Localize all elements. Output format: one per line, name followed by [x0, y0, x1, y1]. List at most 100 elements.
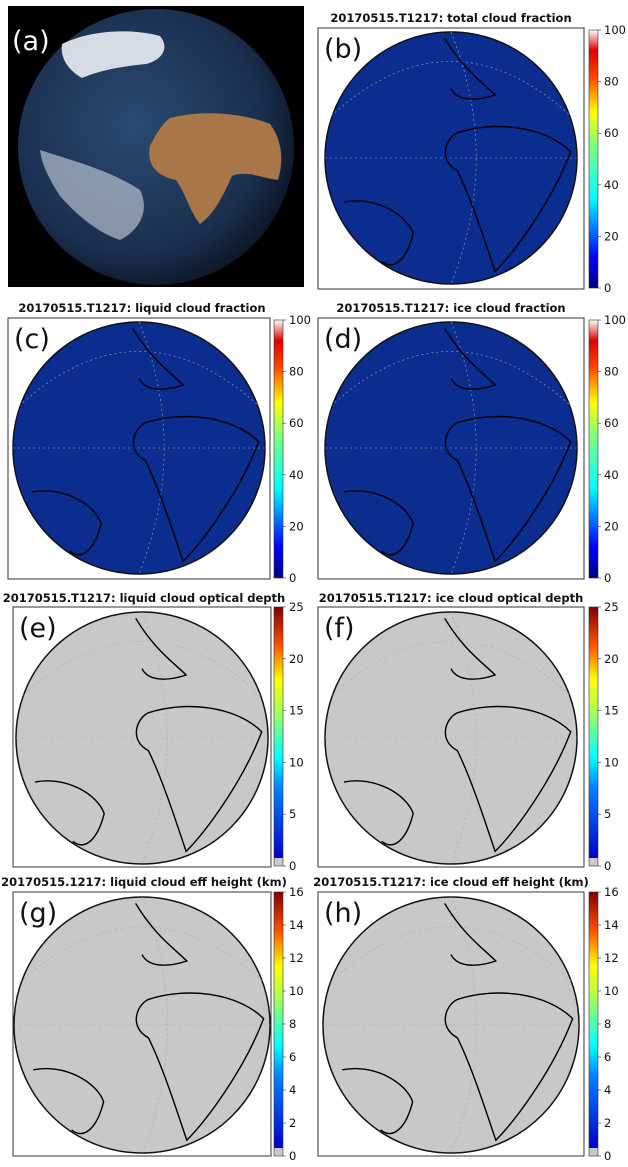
coastline-africa [135, 992, 265, 1142]
colorbar-tick-label: 15 [289, 704, 304, 718]
panel-title: 20170515.1217: liquid cloud eff height (… [1, 875, 287, 889]
colorbar [273, 319, 284, 579]
tropical-cloud-band [40, 150, 144, 240]
coastline-africa [444, 992, 574, 1142]
colorbar-tick-label: 20 [289, 652, 304, 666]
coastline-europe [444, 617, 497, 680]
colorbar-tick-label: 2 [289, 1116, 296, 1130]
colorbar-tick-label: 100 [604, 313, 626, 327]
map-panel: 20170515.T1217: liquid cloud optical dep… [3, 591, 304, 873]
coastline-south-america [343, 200, 414, 266]
coastline-europe [443, 903, 498, 966]
colorbar-tick-label: 14 [289, 918, 304, 932]
colorbar-tick-label: 20 [289, 519, 304, 533]
panel-label: (g) [19, 898, 57, 929]
panel-title: 20170515.T1217: ice cloud fraction [336, 301, 565, 315]
map-panel: 20170515.T1217: liquid cloud fraction (c)… [7, 301, 311, 585]
colorbar [588, 606, 599, 867]
colorbar [588, 891, 599, 1157]
colorbar-tick-label: 0 [289, 1149, 296, 1163]
colorbar-tick-label: 16 [604, 885, 619, 899]
graticule-line [141, 896, 168, 1154]
coastline-europe [444, 37, 497, 100]
colorbar-tick-label: 0 [604, 281, 611, 295]
colorbar [588, 319, 599, 579]
graticule-line [330, 641, 572, 697]
colorbar-tick-label: 0 [289, 571, 296, 585]
colorbar [273, 891, 284, 1157]
panel-title: 20170515.T1217: liquid cloud fraction [18, 301, 265, 315]
colorbar-tick-label: 25 [604, 600, 619, 614]
panel-title: 20170515.T1217: ice cloud eff height (km… [313, 875, 589, 889]
colorbar-tick-label: 80 [604, 75, 619, 89]
coastline-south-america [33, 1067, 105, 1135]
graticule-line [330, 61, 572, 117]
colorbar-tick-label: 8 [604, 1017, 611, 1031]
map-panel: 20170515.1217: liquid cloud eff height (… [1, 875, 303, 1163]
colorbar-tick-label: 100 [289, 313, 311, 327]
earth-disk [13, 896, 271, 1154]
coastline-south-america [34, 780, 105, 846]
map-panel: 20170515.T1217: total cloud fraction (b) 0… [317, 11, 626, 295]
colorbar-tick-label: 20 [604, 229, 619, 243]
colorbar [273, 606, 284, 867]
panel-title: 20170515.T1217: total cloud fraction [330, 11, 571, 25]
colorbar-tick-label: 0 [289, 859, 296, 873]
colorbar-tick-label: 100 [604, 23, 626, 37]
colorbar-tick-label: 10 [289, 984, 304, 998]
colorbar-tick-label: 20 [604, 519, 619, 533]
colorbar-tick-label: 2 [604, 1116, 611, 1130]
colorbar-tick-label: 15 [604, 704, 619, 718]
panel-label: (e) [19, 613, 57, 644]
colorbar-tick-label: 6 [604, 1050, 611, 1064]
colorbar-tick-label: 40 [604, 178, 619, 192]
colorbar-tick-label: 14 [604, 918, 619, 932]
colorbar-tick-label: 10 [289, 755, 304, 769]
colorbar-tick-label: 4 [604, 1083, 611, 1097]
coastline-south-america [343, 490, 414, 556]
coastline-africa [444, 705, 572, 853]
earth-disk [322, 896, 580, 1154]
panel-label: (d) [324, 324, 362, 355]
colorbar [588, 29, 599, 289]
colorbar-tick-label: 8 [289, 1017, 296, 1031]
coastline-africa [444, 125, 572, 273]
colorbar-tick-label: 20 [604, 652, 619, 666]
graticule-line [18, 351, 260, 407]
colorbar-tick-label: 0 [604, 571, 611, 585]
colorbar-tick-label: 80 [289, 365, 304, 379]
colorbar-tick-label: 0 [604, 1149, 611, 1163]
africa-landmass [149, 113, 282, 224]
coastline-europe [444, 327, 497, 390]
colorbar-tick-label: 10 [604, 984, 619, 998]
panel-label: (f) [324, 613, 355, 644]
coastline-africa [132, 415, 260, 563]
panel-label: (h) [324, 898, 362, 929]
photo-panel: (a) [8, 6, 304, 287]
coastline-south-america [343, 780, 414, 846]
colorbar-tick-label: 5 [289, 807, 296, 821]
colorbar-tick-label: 16 [289, 885, 304, 899]
colorbar-tick-label: 12 [604, 951, 619, 965]
coastline-south-america [31, 490, 102, 556]
coastline-africa [135, 705, 263, 853]
panel-label: (c) [14, 324, 50, 355]
panel-title: 20170515.T1217: liquid cloud optical dep… [3, 591, 285, 605]
panel-label-a: (a) [12, 26, 50, 57]
coastline-south-america [342, 1067, 414, 1135]
graticule-line [328, 926, 574, 983]
coastline-europe [135, 617, 188, 680]
colorbar-tick-label: 5 [604, 807, 611, 821]
colorbar-tick-label: 80 [604, 365, 619, 379]
panel-label: (b) [324, 34, 362, 65]
colorbar-tick-label: 10 [604, 755, 619, 769]
colorbar-tick-label: 6 [289, 1050, 296, 1064]
coastline-europe [132, 327, 185, 390]
northern-cloud-band [61, 31, 165, 78]
colorbar-tick-label: 60 [289, 416, 304, 430]
coastline-africa [444, 415, 572, 563]
map-panel: 20170515.T1217: ice cloud optical depth (… [317, 591, 619, 873]
graticule-line [450, 896, 477, 1154]
graticule-line [21, 641, 263, 697]
